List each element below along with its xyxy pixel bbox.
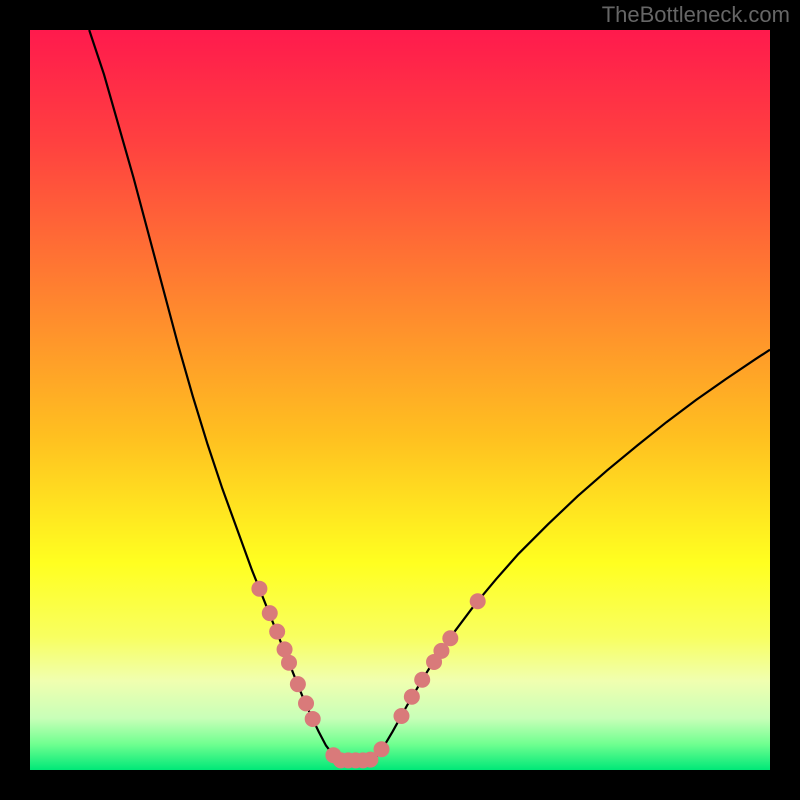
data-marker [393, 708, 409, 724]
data-marker [442, 630, 458, 646]
data-marker [414, 672, 430, 688]
watermark-text: TheBottleneck.com [602, 2, 790, 27]
data-marker [374, 741, 390, 757]
data-marker [269, 624, 285, 640]
data-marker [404, 689, 420, 705]
data-marker [298, 695, 314, 711]
data-marker [470, 593, 486, 609]
data-marker [290, 676, 306, 692]
data-marker [305, 711, 321, 727]
data-marker [281, 655, 297, 671]
bottleneck-chart: TheBottleneck.com [0, 0, 800, 800]
data-marker [262, 605, 278, 621]
data-marker [251, 581, 267, 597]
gradient-background [30, 30, 770, 770]
